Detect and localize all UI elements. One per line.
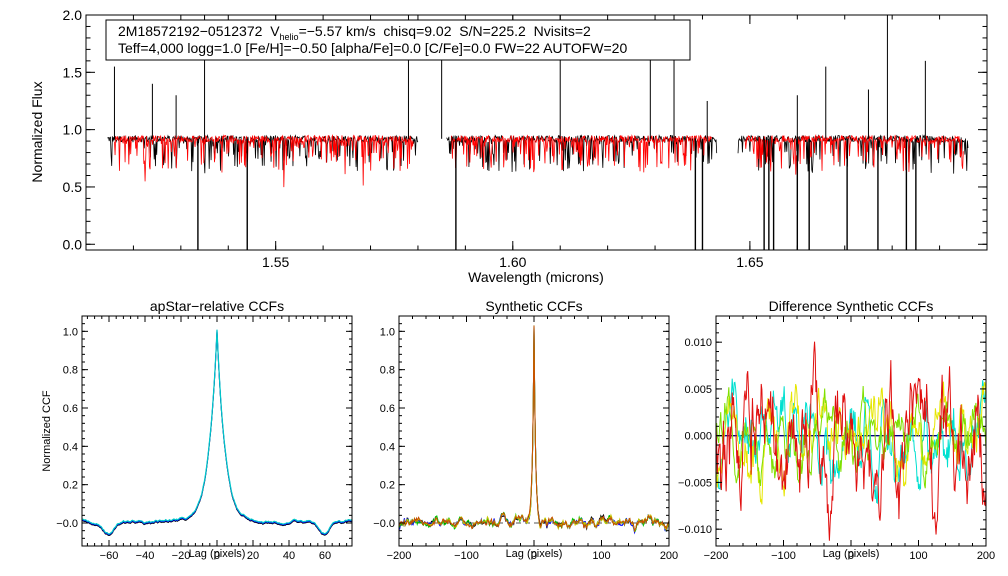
y-tick-label: 0.4 (63, 441, 78, 453)
apstar-ccf-y-tick-labels: −0.0 0.2 0.4 0.6 0.8 1.0 (56, 326, 78, 530)
y-tick-label: 0.6 (63, 403, 78, 415)
y-tick-label: 0.000 (684, 431, 712, 443)
x-tick-label: −200 (704, 550, 729, 562)
synthetic-ccf-y-tick-labels: −0.0 0.2 0.4 0.6 0.8 1.0 (373, 326, 395, 530)
apstar-ccf-visit-1-line (81, 330, 353, 536)
apstar-ccf-y-axis-label: Normalized CCF (41, 390, 53, 472)
x-tick-label: −100 (454, 550, 479, 562)
y-tick-label: 1.0 (63, 326, 78, 338)
x-tick-label: 0 (214, 550, 220, 562)
spectrum-x-tick-labels: 1.55 1.60 1.65 (262, 254, 764, 270)
apstar-ccf-title: apStar−relative CCFs (150, 298, 284, 314)
difference-ccf-x-tick-labels: −200 −100 0 100 200 (704, 550, 996, 562)
spectrum-panel: 1.55 1.60 1.65 0.0 0.5 1.0 1.5 2.0 Wavelength … (29, 7, 988, 285)
x-tick-label: 60 (319, 550, 331, 562)
y-tick-label: −0.0 (373, 518, 395, 530)
y-tick-label: 1.0 (63, 122, 83, 138)
synthetic-ccf-data (398, 325, 670, 535)
x-tick-label: 20 (247, 550, 259, 562)
x-tick-label: 100 (592, 550, 610, 562)
difference-ccf-panel: Difference Synthetic CCFs −200 −100 0 100 20… (678, 298, 995, 562)
spectrum-x-axis-label: Wavelength (microns) (468, 269, 604, 285)
x-tick-label: 0 (531, 550, 537, 562)
annotation-line-2: Teff=4,000 logg=1.0 [Fe/H]=−0.50 [alpha/… (118, 40, 627, 56)
apstar-ccf-ticks (82, 316, 352, 547)
spectrum-model-line (450, 134, 713, 173)
y-tick-label: 0.4 (380, 441, 395, 453)
x-tick-label: 1.65 (736, 254, 763, 270)
difference-ccf-visit-4-line (715, 341, 987, 541)
apstar-ccf-x-axis-label: Lag (pixels) (189, 548, 246, 560)
difference-ccf-data (715, 341, 987, 541)
y-tick-label: 0.5 (63, 179, 83, 195)
x-tick-label: 40 (283, 550, 295, 562)
difference-ccf-y-tick-labels: −0.010 −0.005 0.000 0.005 0.010 (678, 337, 712, 536)
synthetic-ccf-ticks (398, 316, 670, 547)
apstar-ccf-x-tick-labels: −60 −40 −20 0 20 40 60 (100, 550, 331, 562)
y-tick-label: 0.6 (380, 403, 395, 415)
spectrum-y-tick-labels: 0.0 0.5 1.0 1.5 2.0 (63, 7, 83, 252)
apstar-ccf-frame (81, 315, 353, 547)
spectrum-model-line (114, 134, 414, 188)
x-tick-label: −200 (387, 550, 412, 562)
y-tick-label: −0.005 (678, 477, 712, 489)
difference-ccf-title: Difference Synthetic CCFs (769, 298, 934, 314)
apstar-ccf-data (81, 329, 353, 537)
x-tick-label: 200 (977, 550, 995, 562)
y-tick-label: −0.010 (678, 524, 712, 536)
annotation-line-1: 2M18572192−0512372 Vhelio=−5.57 km/s chi… (118, 23, 591, 42)
y-tick-label: 0.8 (380, 365, 395, 377)
x-tick-label: 200 (660, 550, 678, 562)
y-tick-label: 0.8 (63, 365, 78, 377)
y-tick-label: 2.0 (63, 7, 83, 23)
annotation-box (105, 19, 691, 61)
synthetic-ccf-x-tick-labels: −200 −100 0 100 200 (387, 550, 679, 562)
synthetic-ccf-title: Synthetic CCFs (485, 298, 582, 314)
spectrum-y-axis-label: Normalized Flux (29, 81, 45, 182)
y-tick-label: 0.0 (63, 236, 83, 252)
x-tick-label: 1.60 (499, 254, 526, 270)
spectrum-model-line (744, 133, 964, 175)
apstar-ccf-panel: apStar−relative CCFs −60 −40 −20 0 20 40 60 −0… (41, 298, 353, 562)
difference-ccf-ticks (715, 316, 987, 546)
synthetic-ccf-x-axis-label: Lag (pixels) (506, 548, 563, 560)
spectrum-frame (85, 14, 988, 251)
synthetic-ccf-panel: Synthetic CCFs −200 −100 0 100 200 −0.0 0.2 0.… (373, 298, 678, 562)
spectrum-observed-line (446, 134, 718, 173)
y-tick-label: −0.0 (56, 518, 78, 530)
y-tick-label: 1.0 (380, 326, 395, 338)
x-tick-label: 1.55 (262, 254, 289, 270)
y-tick-label: 0.2 (380, 480, 395, 492)
difference-ccf-x-axis-label: Lag (pixels) (823, 548, 880, 560)
x-tick-label: −60 (100, 550, 119, 562)
x-tick-label: 100 (909, 550, 927, 562)
spectrum-observed-line (737, 134, 969, 174)
x-tick-label: −40 (136, 550, 155, 562)
annotation-subscript: helio (280, 32, 299, 42)
y-tick-label: 0.005 (684, 384, 712, 396)
x-tick-label: −100 (771, 550, 796, 562)
y-tick-label: 0.2 (63, 480, 78, 492)
x-tick-label: 0 (848, 550, 854, 562)
apstar-ccf-combined-line (81, 331, 353, 537)
y-tick-label: 1.5 (63, 64, 83, 80)
x-tick-label: −20 (172, 550, 191, 562)
synthetic-ccf-visit-4-line (398, 325, 670, 533)
apstar-ccf-visit-2-line (81, 329, 353, 535)
y-tick-label: 0.010 (684, 337, 712, 349)
